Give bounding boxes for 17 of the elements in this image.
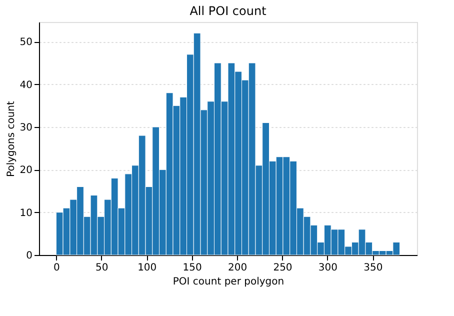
y-tick-label: 50	[20, 37, 32, 48]
y-tick-label: 40	[20, 80, 32, 91]
x-tick-label: 350	[364, 262, 383, 274]
x-tick-label: 50	[96, 262, 108, 274]
x-axis-title: POI count per polygon	[172, 276, 284, 288]
y-tick-label: 10	[20, 208, 32, 219]
y-tick-label: 0	[26, 250, 32, 262]
y-axis-title: Polygons count	[6, 100, 17, 177]
x-tick-label: 100	[138, 262, 157, 274]
x-tick-label: 0	[53, 262, 60, 274]
chart-title: All POI count	[190, 4, 267, 18]
y-tick-label: 30	[20, 122, 32, 134]
y-tick-label: 20	[20, 165, 32, 176]
x-tick-label: 150	[182, 262, 202, 274]
x-tick-label: 250	[273, 262, 292, 274]
x-tick-label: 200	[228, 262, 248, 274]
x-tick-label: 300	[318, 262, 338, 274]
